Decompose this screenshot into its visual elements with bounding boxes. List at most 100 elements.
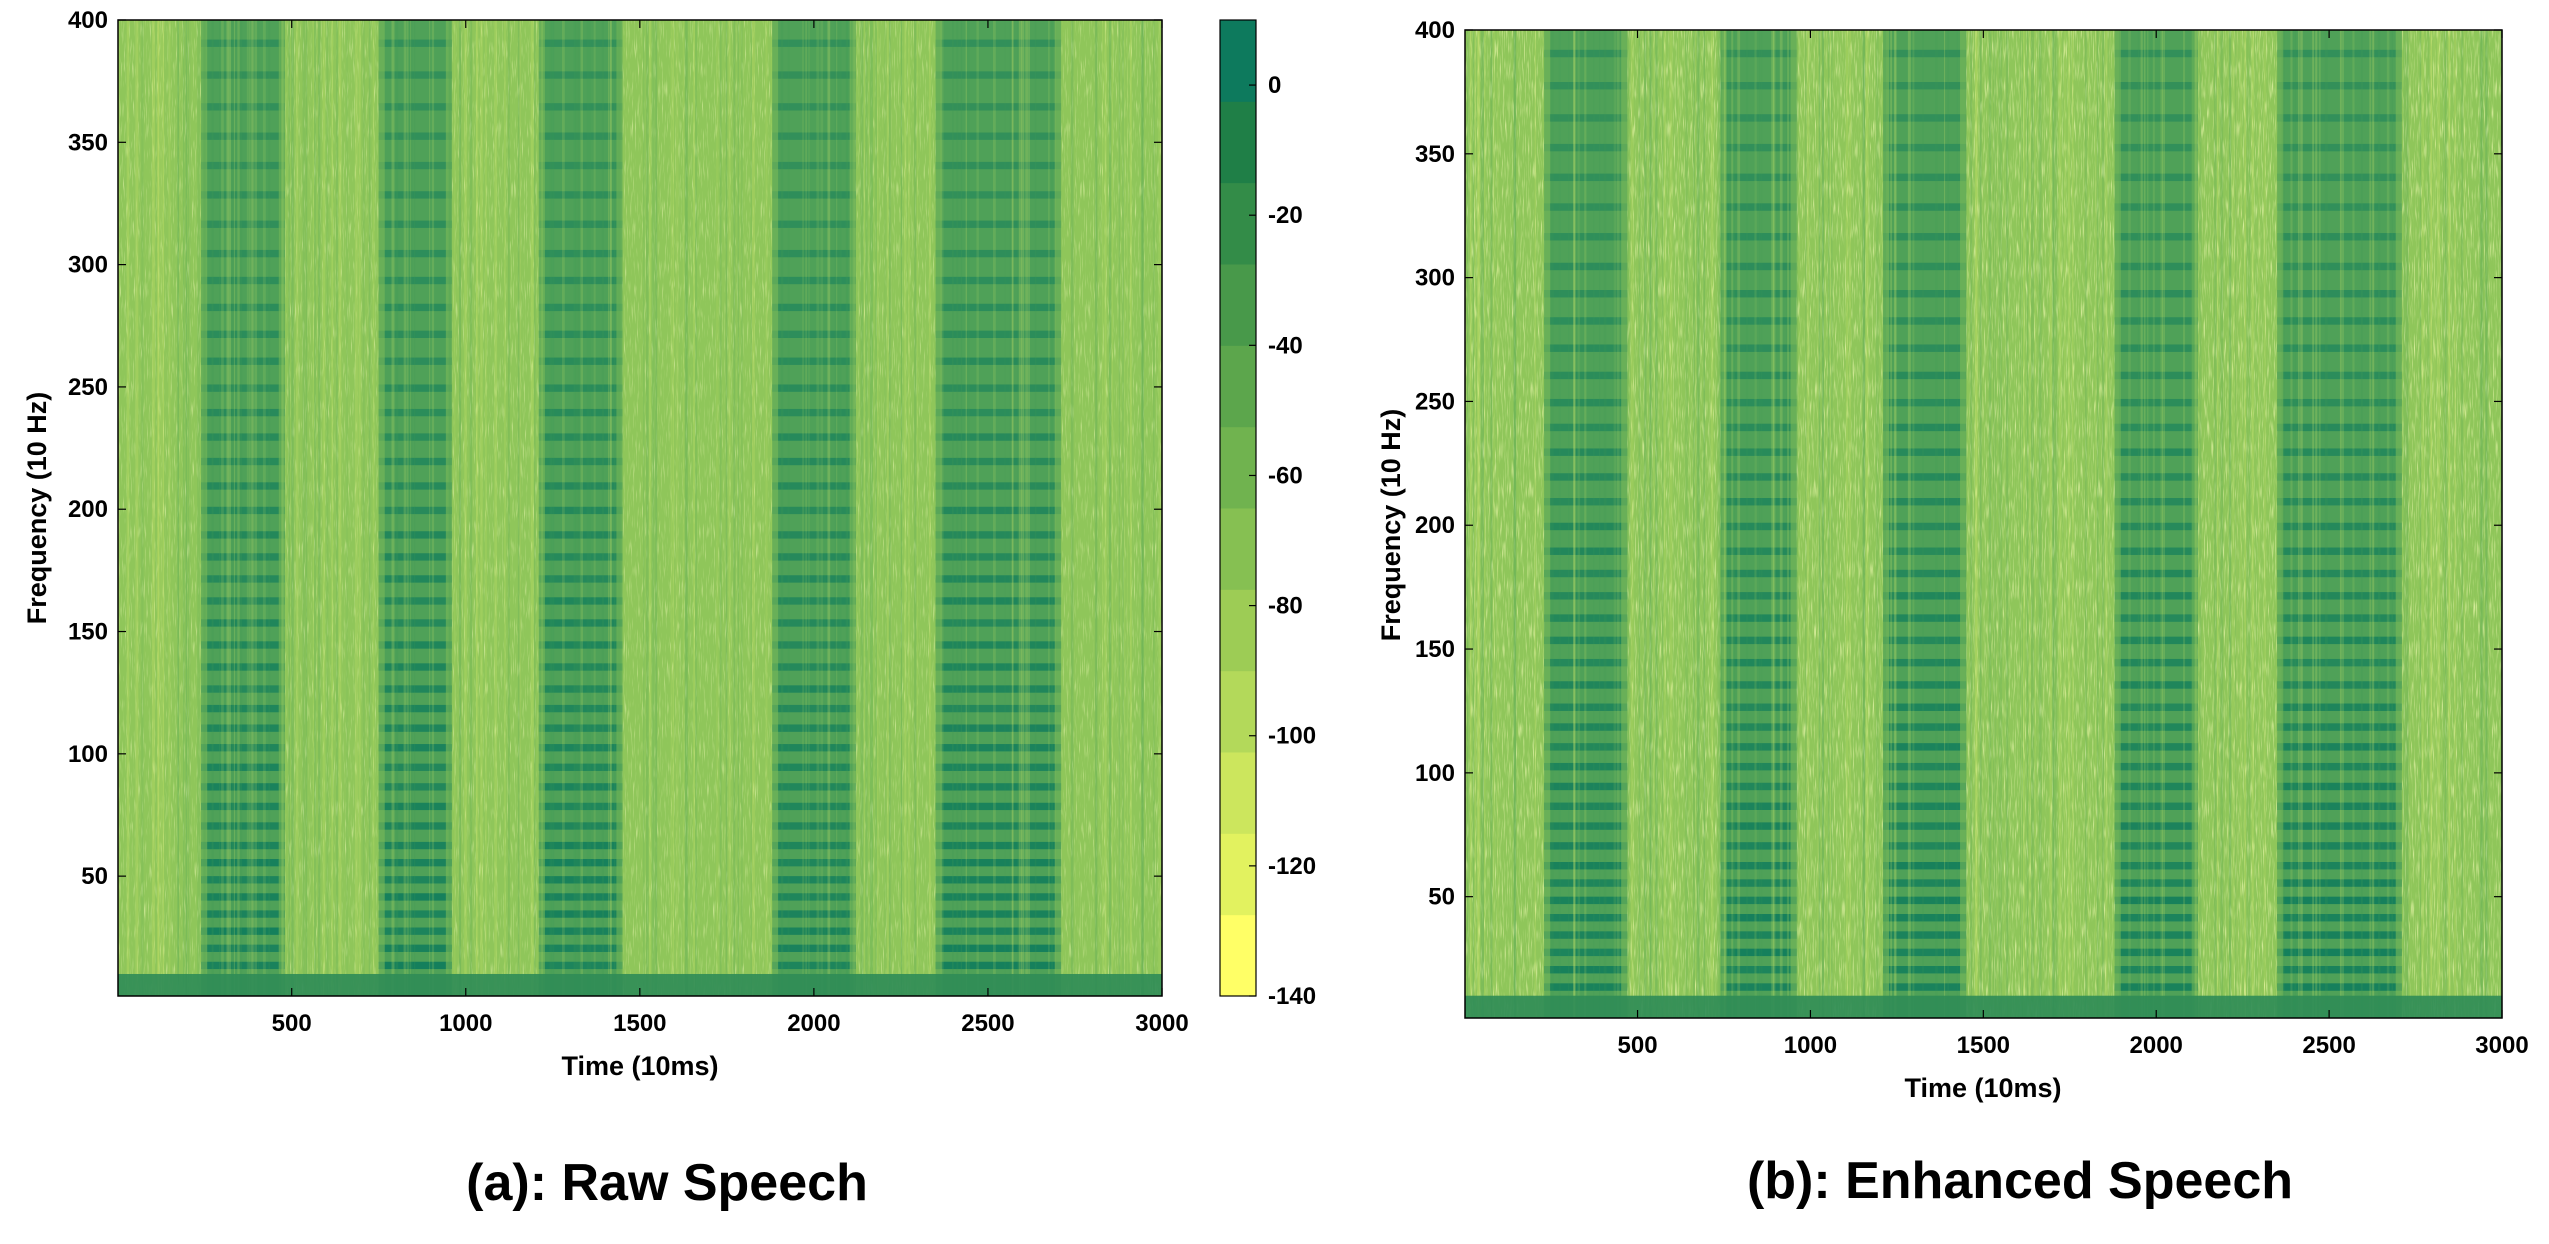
harmonic-band <box>2277 862 2402 870</box>
harmonic-band <box>1720 931 1797 939</box>
harmonic-band <box>772 704 856 713</box>
noise-streak <box>952 20 954 996</box>
noise-streak <box>2444 30 2447 1018</box>
noise-streak <box>1970 30 1973 1018</box>
noise-streak <box>336 20 338 996</box>
noise-streak <box>2258 30 2260 1018</box>
harmonic-band <box>378 685 452 693</box>
noise-streak <box>2244 30 2248 1018</box>
noise-streak <box>1817 30 1819 1018</box>
noise-streak <box>1070 20 1074 996</box>
segment-edge <box>935 20 942 996</box>
speech-segment <box>378 20 452 996</box>
harmonic-band <box>2277 966 2402 974</box>
harmonic-band <box>2114 636 2198 645</box>
colorbar-segment <box>1220 508 1256 590</box>
harmonic-band <box>935 704 1062 713</box>
speech-segment <box>201 20 285 996</box>
harmonic-band <box>772 783 856 791</box>
noise-streak <box>1017 20 1020 996</box>
harmonic-band <box>538 893 623 901</box>
noise-streak <box>2431 30 2433 1018</box>
noise-streak <box>305 20 308 996</box>
x-tick-label: 500 <box>272 1010 312 1037</box>
harmonic-band <box>1720 822 1797 830</box>
harmonic-band <box>1883 802 1967 810</box>
harmonic-band <box>538 161 623 170</box>
noise-streak <box>1786 30 1789 1018</box>
harmonic-band <box>935 161 1062 170</box>
noise-streak <box>2339 30 2342 1018</box>
colorbar: 0 -20 -40 -60 -80 -100 -120 -140 <box>1219 19 1316 1010</box>
noise-streak <box>2034 30 2036 1018</box>
noise-streak <box>1638 30 1641 1018</box>
noise-streak <box>1771 30 1774 1018</box>
harmonic-band <box>201 161 285 170</box>
noise-streak <box>1663 30 1666 1018</box>
noise-streak <box>1493 30 1495 1018</box>
harmonic-band <box>772 961 856 970</box>
harmonic-band <box>935 303 1062 312</box>
harmonic-band <box>2277 371 2402 380</box>
noise-streak <box>1944 30 1946 1018</box>
harmonic-band <box>1720 173 1797 182</box>
harmonic-band <box>2277 703 2402 711</box>
noise-streak <box>1028 20 1030 996</box>
noise-streak <box>1019 20 1022 996</box>
noise-streak <box>1118 20 1120 996</box>
harmonic-band <box>378 641 452 649</box>
harmonic-band <box>538 802 623 811</box>
noise-streak <box>1158 20 1162 996</box>
harmonic-band <box>1720 522 1797 531</box>
harmonic-band <box>378 276 452 285</box>
harmonic-band <box>1883 592 1967 600</box>
noise-streak <box>887 20 889 996</box>
noise-streak <box>2246 30 2248 1018</box>
noise-streak <box>837 20 839 996</box>
noise-streak <box>302 20 306 996</box>
harmonic-band <box>1883 498 1967 506</box>
harmonic-band <box>935 39 1062 47</box>
harmonic-band <box>1883 569 1967 578</box>
harmonic-band <box>1544 569 1628 578</box>
harmonic-band <box>1544 262 1628 271</box>
harmonic-band <box>201 859 285 867</box>
x-tick-label: 2500 <box>961 1010 1014 1037</box>
noise-streak <box>2085 30 2087 1018</box>
noise-streak <box>1573 30 1576 1018</box>
noise-streak <box>162 20 164 996</box>
axes-a-ticks: 500 1000 1500 2000 2500 3000 50 100 150 200 250 300… <box>68 7 1189 1037</box>
harmonic-band <box>1720 592 1797 600</box>
noise-streak <box>609 20 612 996</box>
noise-streak <box>1497 30 1499 1018</box>
harmonic-band <box>1883 344 1967 352</box>
harmonic-band <box>2114 723 2198 731</box>
harmonic-band <box>1544 762 1628 771</box>
harmonic-band <box>538 822 623 830</box>
harmonic-band <box>1883 723 1967 731</box>
noise-streak <box>1994 30 1996 1018</box>
noise-streak <box>2026 30 2029 1018</box>
harmonic-band <box>1720 914 1797 922</box>
harmonic-band <box>935 685 1062 693</box>
harmonic-band <box>935 910 1062 918</box>
harmonic-band <box>1720 473 1797 481</box>
noise-streak <box>651 20 655 996</box>
harmonic-band <box>2277 636 2402 645</box>
harmonic-band <box>2114 262 2198 271</box>
harmonic-band <box>772 71 856 79</box>
harmonic-band <box>935 103 1062 111</box>
harmonic-band <box>1720 290 1797 298</box>
noise-streak <box>802 20 806 996</box>
noise-streak <box>827 20 831 996</box>
harmonic-band <box>378 859 452 867</box>
segment-edge <box>201 20 208 996</box>
harmonic-band <box>772 384 856 392</box>
y-tick-label: 250 <box>68 374 108 401</box>
harmonic-band <box>1883 681 1967 689</box>
noise-streak <box>608 20 610 996</box>
noise-streak <box>268 20 271 996</box>
noise-streak <box>228 20 231 996</box>
noise-streak <box>2386 30 2390 1018</box>
harmonic-band <box>201 433 285 441</box>
